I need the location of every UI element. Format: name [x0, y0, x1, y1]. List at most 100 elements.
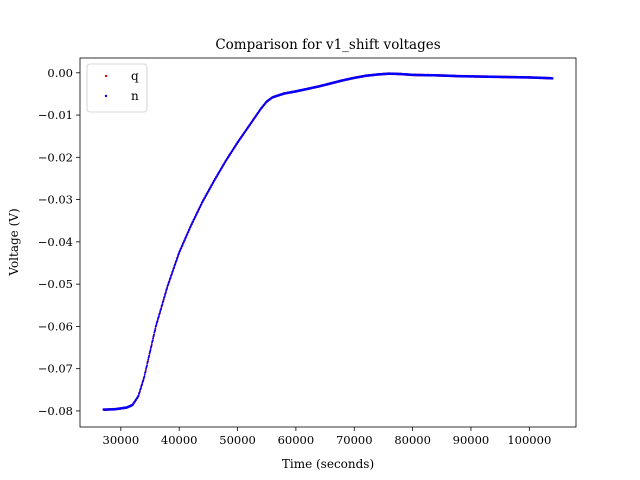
- y-tick-label: −0.04: [38, 235, 73, 249]
- x-axis-label: Time (seconds): [282, 457, 374, 471]
- data-point: [186, 233, 189, 236]
- data-point: [154, 327, 157, 330]
- plot-frame: [79, 57, 577, 428]
- data-point: [192, 220, 195, 223]
- data-point: [153, 333, 155, 336]
- data-point: [165, 291, 167, 293]
- x-tick-label: 70000: [336, 433, 373, 447]
- data-point: [154, 329, 156, 332]
- data-point: [152, 335, 155, 337]
- data-point: [183, 238, 186, 241]
- data-point: [138, 391, 141, 394]
- data-point: [167, 283, 170, 286]
- data-point: [185, 235, 188, 238]
- data-point: [180, 246, 183, 249]
- legend-label-q: q: [131, 69, 139, 83]
- data-point: [551, 77, 554, 80]
- data-point: [175, 259, 178, 262]
- data-point: [182, 242, 185, 244]
- y-tick-label: −0.03: [38, 193, 73, 207]
- data-point: [148, 354, 151, 357]
- data-point: [146, 364, 148, 366]
- data-point: [155, 324, 158, 327]
- data-point: [143, 373, 146, 376]
- y-tick-label: 0.00: [47, 66, 73, 80]
- data-point: [142, 380, 145, 382]
- data-point: [162, 298, 165, 301]
- x-tick-label: 60000: [278, 433, 315, 447]
- y-tick-label: −0.01: [38, 108, 73, 122]
- data-point: [141, 383, 144, 385]
- data-point: [157, 316, 160, 319]
- data-point: [137, 394, 140, 397]
- data-point: [161, 304, 163, 307]
- data-point: [188, 227, 191, 230]
- data-point: [157, 315, 160, 318]
- data-point: [165, 288, 168, 290]
- legend-marker-q: [104, 74, 108, 78]
- data-point: [173, 265, 176, 268]
- data-point: [169, 276, 172, 278]
- x-tick-label: 30000: [103, 433, 140, 447]
- data-point: [150, 343, 153, 345]
- data-point: [176, 255, 179, 258]
- data-point: [149, 348, 152, 351]
- x-tick-label: 100000: [507, 433, 551, 447]
- chart-title: Comparison for v1_shift voltages: [215, 37, 440, 53]
- data-point: [187, 230, 190, 233]
- data-point: [152, 337, 154, 340]
- series-layer: [102, 72, 554, 412]
- y-tick-label: −0.07: [38, 362, 73, 376]
- data-point: [160, 307, 163, 310]
- data-point: [161, 303, 164, 305]
- data-point: [147, 358, 150, 361]
- data-point: [162, 300, 165, 303]
- data-point: [147, 360, 149, 363]
- data-point: [168, 280, 171, 282]
- y-tick-label: −0.08: [38, 404, 73, 418]
- data-point: [169, 277, 172, 280]
- data-point: [139, 390, 141, 392]
- legend-items: qn: [104, 69, 139, 103]
- legend-label-n: n: [131, 89, 139, 103]
- data-point: [177, 253, 180, 256]
- y-axis: 0.00 −0.01 −0.02 −0.03 −0.04 −0.05 −0.06 −0.07 −…: [38, 66, 80, 418]
- data-point: [159, 310, 162, 313]
- data-point: [194, 215, 197, 218]
- data-point: [170, 273, 173, 276]
- data-point: [145, 365, 148, 368]
- data-point: [191, 223, 193, 225]
- x-tick-label: 90000: [453, 433, 490, 447]
- data-point: [142, 378, 145, 381]
- y-axis-label: Voltage (V): [7, 208, 21, 276]
- y-tick-label: −0.06: [38, 319, 73, 333]
- data-point: [143, 375, 146, 378]
- legend-marker-n: [104, 94, 108, 98]
- y-tick-label: −0.02: [38, 150, 73, 164]
- data-point: [172, 269, 174, 272]
- data-point: [144, 369, 147, 372]
- data-point: [163, 295, 166, 298]
- data-point: [199, 205, 202, 208]
- data-point: [149, 350, 152, 353]
- plot-area: [79, 57, 577, 428]
- y-tick-label: −0.05: [38, 277, 73, 291]
- data-point: [166, 286, 169, 289]
- series-n: [102, 72, 554, 412]
- data-point: [150, 345, 153, 347]
- data-point: [179, 250, 181, 252]
- data-point: [151, 339, 154, 342]
- data-point: [139, 387, 142, 390]
- legend: qn: [86, 63, 148, 113]
- data-point: [148, 352, 151, 355]
- data-point: [158, 312, 161, 315]
- data-point: [195, 213, 198, 215]
- x-tick-label: 50000: [219, 433, 256, 447]
- data-point: [156, 319, 159, 322]
- legend-box: [86, 63, 148, 113]
- data-point: [174, 263, 177, 266]
- x-axis: 30000 40000 50000 60000 70000 80000 90000 10000…: [103, 427, 551, 447]
- x-tick-label: 40000: [161, 433, 198, 447]
- x-tick-label: 80000: [394, 433, 431, 447]
